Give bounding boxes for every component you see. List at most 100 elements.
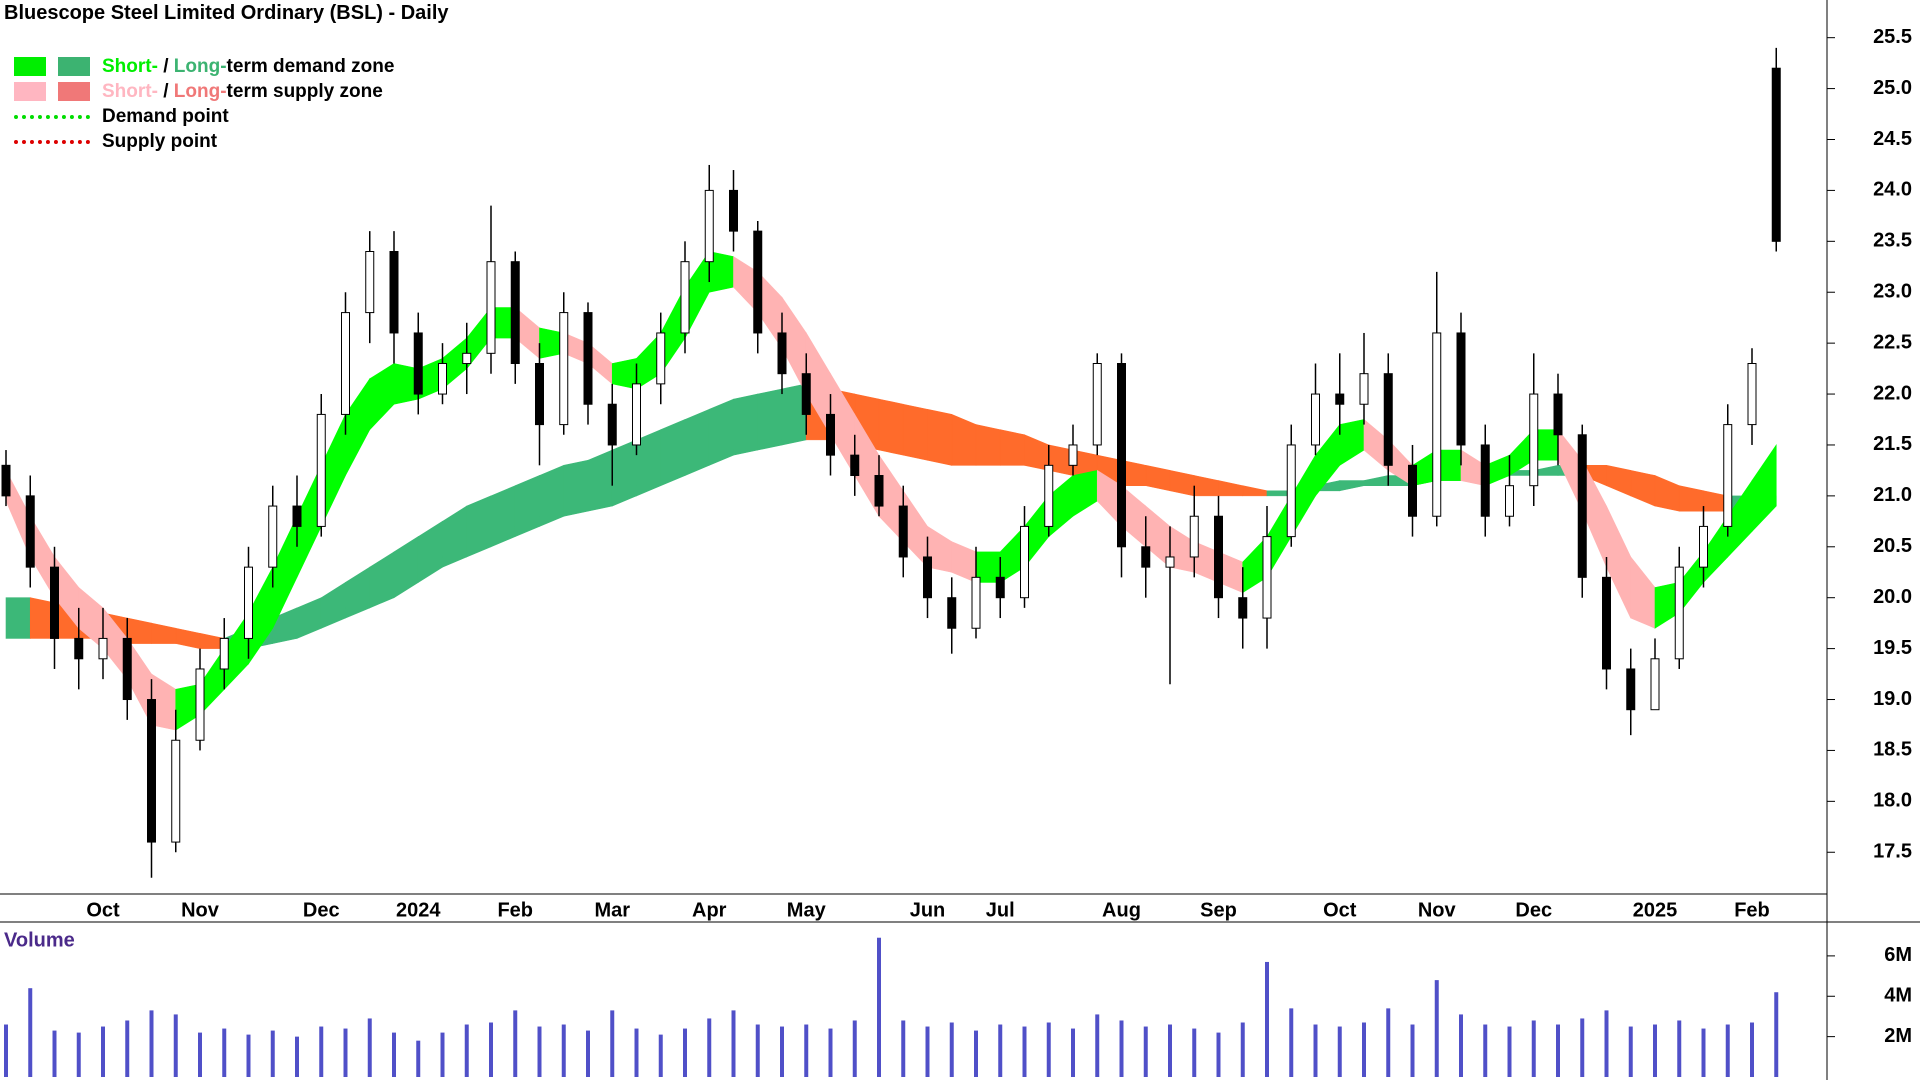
volume-bar — [561, 1024, 566, 1077]
volume-label: Volume — [4, 929, 75, 951]
y-tick-label: 21.0 — [1873, 484, 1912, 506]
volume-bar — [925, 1026, 930, 1077]
volume-bar — [1580, 1018, 1585, 1077]
volume-bar — [1337, 1026, 1342, 1077]
volume-bar — [877, 937, 881, 1077]
legend-swatch — [58, 82, 90, 101]
x-tick-label: Nov — [1418, 899, 1457, 921]
x-tick-label: Feb — [1734, 899, 1770, 921]
candle-body — [995, 576, 1005, 599]
x-tick-label: Jun — [910, 899, 946, 921]
volume-bar — [1022, 1026, 1027, 1077]
volume-bar — [1240, 1022, 1245, 1077]
candle-body — [510, 261, 520, 365]
long-zone — [733, 393, 759, 456]
long-zone — [1242, 485, 1268, 497]
y-tick-label: 20.0 — [1873, 586, 1912, 608]
long-zone — [1630, 470, 1656, 507]
volume-bar — [1750, 1022, 1754, 1077]
x-tick-label: 2024 — [396, 899, 441, 921]
legend-text: Long- — [173, 80, 227, 102]
volume-bar — [1459, 1014, 1463, 1077]
y-tick-label: 19.0 — [1873, 688, 1912, 710]
candle-body — [316, 413, 326, 527]
candle-body — [268, 505, 278, 568]
long-zone — [175, 627, 201, 649]
y-tick-label: 22.0 — [1873, 382, 1912, 404]
candle-body — [1286, 444, 1296, 538]
volume-bar — [586, 1030, 590, 1077]
long-zone — [1218, 480, 1244, 497]
x-tick-label: Feb — [497, 899, 533, 921]
volume-bar — [1653, 1024, 1657, 1077]
candle-body — [1456, 332, 1466, 446]
volume-bar — [1483, 1024, 1488, 1077]
y-tick-label: 2M — [1884, 1025, 1912, 1047]
volume-bar — [1143, 1026, 1148, 1077]
legend-text: Short- — [102, 55, 158, 77]
candle-body — [1674, 566, 1684, 660]
candle-body — [1505, 485, 1514, 517]
y-tick-label: 18.5 — [1873, 739, 1912, 761]
short-zone — [1072, 470, 1098, 517]
short-zone — [951, 541, 977, 583]
long-zone — [1678, 485, 1704, 512]
candle-body — [1602, 576, 1611, 670]
candle-body — [1189, 515, 1199, 558]
short-zone — [1751, 443, 1777, 533]
volume-bar — [1119, 1020, 1124, 1077]
volume-bar — [610, 1010, 615, 1077]
long-zone — [369, 551, 395, 609]
legend-text: Demand point — [102, 105, 229, 127]
candle-body — [1432, 332, 1442, 517]
volume-bar — [1386, 1008, 1391, 1077]
volume-bar — [658, 1034, 663, 1077]
short-zone — [1339, 419, 1365, 466]
candle-body — [826, 413, 835, 456]
candle-body — [1529, 393, 1539, 487]
candle-body — [341, 312, 350, 415]
volume-bar — [343, 1028, 348, 1077]
volume-bar — [1095, 1014, 1100, 1077]
long-zone — [514, 475, 540, 538]
volume-bar — [173, 1014, 178, 1077]
candle-body — [729, 189, 738, 232]
long-zone — [684, 408, 710, 476]
x-tick-label: Nov — [181, 899, 220, 921]
volume-bar — [101, 1026, 105, 1077]
volume-bar — [28, 988, 33, 1077]
candle-body — [1238, 597, 1248, 619]
long-zone — [1193, 475, 1219, 497]
candle-body — [292, 505, 302, 527]
candle-body — [1699, 525, 1708, 568]
y-tick-label: 25.5 — [1873, 26, 1912, 48]
candle-body — [1553, 393, 1563, 436]
y-tick-label: 6M — [1884, 944, 1912, 966]
long-zone — [708, 398, 734, 466]
volume-bar — [1362, 1022, 1366, 1077]
long-zone — [466, 495, 492, 558]
candle-body — [438, 363, 447, 395]
candle-body — [244, 566, 253, 639]
volume-bar — [1434, 980, 1439, 1077]
long-zone — [296, 597, 322, 639]
long-zone — [442, 505, 468, 568]
volume-bar — [755, 1024, 760, 1077]
volume-bar — [731, 1010, 736, 1077]
x-tick-label: Apr — [692, 899, 727, 921]
candle-body — [171, 739, 181, 843]
short-zone — [369, 362, 395, 431]
candle-body — [850, 454, 860, 477]
candle-body — [1723, 424, 1733, 527]
volume-bar — [1192, 1028, 1197, 1077]
candle-body — [74, 637, 84, 660]
long-zone — [1363, 475, 1389, 486]
long-zone — [757, 388, 783, 451]
y-tick-label: 24.5 — [1873, 128, 1912, 150]
volume-bar — [949, 1022, 954, 1077]
legend-swatch — [14, 57, 46, 76]
volume-bar — [270, 1030, 275, 1077]
long-zone — [587, 449, 613, 512]
x-tick-label: Oct — [1323, 899, 1357, 921]
